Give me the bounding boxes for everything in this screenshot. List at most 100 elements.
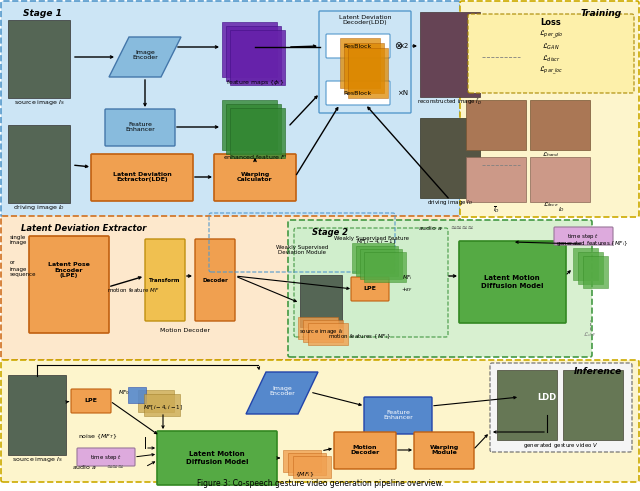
Text: ⊗: ⊗ xyxy=(394,41,402,51)
Text: image
sequence: image sequence xyxy=(10,267,36,277)
Text: reconstructed image $\hat{I}_D$: reconstructed image $\hat{I}_D$ xyxy=(417,97,483,108)
FancyBboxPatch shape xyxy=(319,11,411,113)
FancyBboxPatch shape xyxy=(334,432,396,469)
Bar xyxy=(226,104,281,154)
FancyBboxPatch shape xyxy=(77,448,135,466)
Bar xyxy=(360,249,402,279)
Text: $\mathcal{L}_{hand}$: $\mathcal{L}_{hand}$ xyxy=(542,151,560,160)
FancyBboxPatch shape xyxy=(414,432,474,469)
FancyBboxPatch shape xyxy=(460,1,639,217)
Text: Training: Training xyxy=(580,8,622,18)
Bar xyxy=(138,390,174,412)
Text: Stage 2: Stage 2 xyxy=(312,227,348,237)
Text: LDD: LDD xyxy=(538,392,557,402)
Bar xyxy=(144,394,180,416)
Bar xyxy=(300,275,342,327)
FancyBboxPatch shape xyxy=(29,236,109,333)
Text: motion features {$MF_i$}: motion features {$MF_i$} xyxy=(328,332,392,341)
Text: Warping
Calculator: Warping Calculator xyxy=(237,171,273,182)
Bar xyxy=(530,157,590,202)
Text: generated features {$MF_i$}: generated features {$MF_i$} xyxy=(556,239,628,247)
FancyBboxPatch shape xyxy=(294,228,448,337)
FancyBboxPatch shape xyxy=(326,81,390,105)
FancyBboxPatch shape xyxy=(1,216,460,360)
Text: $MF_i$: $MF_i$ xyxy=(401,273,413,282)
Bar xyxy=(340,38,380,88)
Text: $I_D$: $I_D$ xyxy=(557,206,564,215)
Text: $\mathcal{L}_{GAN}$: $\mathcal{L}_{GAN}$ xyxy=(542,42,560,52)
FancyBboxPatch shape xyxy=(364,397,432,434)
Text: Latent Motion
Diffusion Model: Latent Motion Diffusion Model xyxy=(481,275,543,289)
Text: Inference: Inference xyxy=(573,367,622,377)
Text: $MF[i-4, i-1]$: $MF[i-4, i-1]$ xyxy=(143,404,183,412)
Text: source image $I_S$: source image $I_S$ xyxy=(12,455,63,464)
FancyBboxPatch shape xyxy=(490,363,632,452)
FancyBboxPatch shape xyxy=(351,277,389,301)
FancyBboxPatch shape xyxy=(519,379,576,416)
Bar xyxy=(230,108,285,158)
Text: $+\varepsilon_F$: $+\varepsilon_F$ xyxy=(401,286,413,295)
FancyBboxPatch shape xyxy=(468,14,634,93)
Text: noise {$MF_T$}: noise {$MF_T$} xyxy=(78,433,118,441)
Polygon shape xyxy=(246,372,318,414)
Bar xyxy=(222,100,277,150)
Text: Image
Encoder: Image Encoder xyxy=(269,385,295,396)
Text: Feature
Enhancer: Feature Enhancer xyxy=(383,409,413,420)
Bar xyxy=(497,370,557,440)
Bar xyxy=(578,252,603,284)
FancyBboxPatch shape xyxy=(195,239,235,321)
Text: single
image: single image xyxy=(10,235,28,246)
Bar xyxy=(420,118,480,198)
Text: ×N: ×N xyxy=(397,90,408,96)
Text: Figure 3: Co-speech gesture video generation pipeline overview.: Figure 3: Co-speech gesture video genera… xyxy=(197,479,443,488)
Text: Transform: Transform xyxy=(149,277,180,282)
Text: Weakly Supervised Feature: Weakly Supervised Feature xyxy=(333,236,408,241)
Text: feature maps {$\phi_i$}: feature maps {$\phi_i$} xyxy=(226,78,284,86)
Bar xyxy=(128,387,146,403)
Bar xyxy=(344,43,384,93)
Text: driving image $I_D$: driving image $I_D$ xyxy=(13,202,65,212)
Text: enhanced feature $F'$: enhanced feature $F'$ xyxy=(223,154,287,163)
Bar xyxy=(530,100,590,150)
Text: Latent Motion
Diffusion Model: Latent Motion Diffusion Model xyxy=(186,452,248,464)
Text: Warping
Module: Warping Module xyxy=(429,444,459,455)
FancyBboxPatch shape xyxy=(554,227,613,245)
Text: generated gesture video $V$: generated gesture video $V$ xyxy=(523,441,599,451)
Text: ≈≈≈≈: ≈≈≈≈ xyxy=(451,225,474,231)
Text: ResBlock: ResBlock xyxy=(344,44,372,49)
Bar xyxy=(348,48,388,98)
Text: $\mathcal{L}_{discr}$: $\mathcal{L}_{discr}$ xyxy=(541,54,561,64)
FancyBboxPatch shape xyxy=(288,220,592,357)
Bar xyxy=(222,22,277,77)
FancyBboxPatch shape xyxy=(91,154,193,201)
Text: Loss: Loss xyxy=(541,18,561,27)
Bar xyxy=(466,157,526,202)
Text: Image
Encoder: Image Encoder xyxy=(132,50,158,60)
Bar xyxy=(466,100,526,150)
Text: Latent Pose
Encoder
(LPE): Latent Pose Encoder (LPE) xyxy=(48,262,90,278)
Bar xyxy=(298,317,338,339)
Bar xyxy=(573,248,598,280)
Text: ResBlock: ResBlock xyxy=(344,90,372,96)
FancyBboxPatch shape xyxy=(71,389,111,413)
FancyBboxPatch shape xyxy=(105,109,175,146)
Bar xyxy=(563,370,623,440)
FancyBboxPatch shape xyxy=(1,1,460,217)
FancyBboxPatch shape xyxy=(214,154,296,201)
FancyBboxPatch shape xyxy=(145,239,185,321)
Text: time step $t$: time step $t$ xyxy=(567,231,599,241)
Text: time step $t$: time step $t$ xyxy=(90,453,122,462)
Text: audio $a$: audio $a$ xyxy=(72,463,97,471)
Text: Latent Deviation Extractor: Latent Deviation Extractor xyxy=(21,223,147,233)
Text: $\mathcal{L}_{par\_loc}$: $\mathcal{L}_{par\_loc}$ xyxy=(539,65,563,77)
FancyBboxPatch shape xyxy=(459,241,566,323)
Text: $\mathcal{L}_{diff}$: $\mathcal{L}_{diff}$ xyxy=(583,330,597,339)
Text: $MF[i-4, i-1]$: $MF[i-4, i-1]$ xyxy=(356,238,396,246)
Text: Motion
Decoder: Motion Decoder xyxy=(350,444,380,455)
Bar xyxy=(288,453,326,475)
Text: source image $I_S$: source image $I_S$ xyxy=(298,327,344,336)
Bar xyxy=(583,256,608,288)
Bar xyxy=(420,12,480,97)
Text: or: or xyxy=(10,260,15,265)
Text: LPE: LPE xyxy=(84,399,97,404)
